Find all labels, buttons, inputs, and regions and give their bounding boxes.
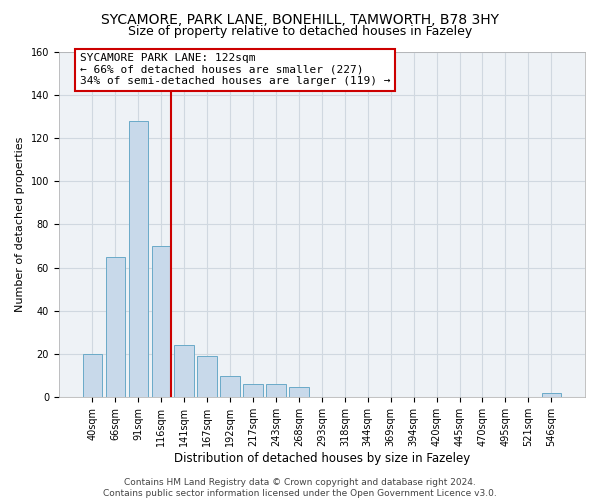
Text: SYCAMORE, PARK LANE, BONEHILL, TAMWORTH, B78 3HY: SYCAMORE, PARK LANE, BONEHILL, TAMWORTH,… — [101, 12, 499, 26]
Bar — [197, 356, 217, 398]
Bar — [83, 354, 102, 398]
Bar — [244, 384, 263, 398]
Text: Size of property relative to detached houses in Fazeley: Size of property relative to detached ho… — [128, 25, 472, 38]
Y-axis label: Number of detached properties: Number of detached properties — [15, 136, 25, 312]
Bar — [175, 346, 194, 398]
Bar — [542, 393, 561, 398]
Text: SYCAMORE PARK LANE: 122sqm
← 66% of detached houses are smaller (227)
34% of sem: SYCAMORE PARK LANE: 122sqm ← 66% of deta… — [80, 53, 391, 86]
Bar — [106, 257, 125, 398]
Bar — [152, 246, 171, 398]
X-axis label: Distribution of detached houses by size in Fazeley: Distribution of detached houses by size … — [174, 452, 470, 465]
Bar — [266, 384, 286, 398]
Bar — [128, 120, 148, 398]
Text: Contains HM Land Registry data © Crown copyright and database right 2024.
Contai: Contains HM Land Registry data © Crown c… — [103, 478, 497, 498]
Bar — [220, 376, 240, 398]
Bar — [289, 386, 308, 398]
